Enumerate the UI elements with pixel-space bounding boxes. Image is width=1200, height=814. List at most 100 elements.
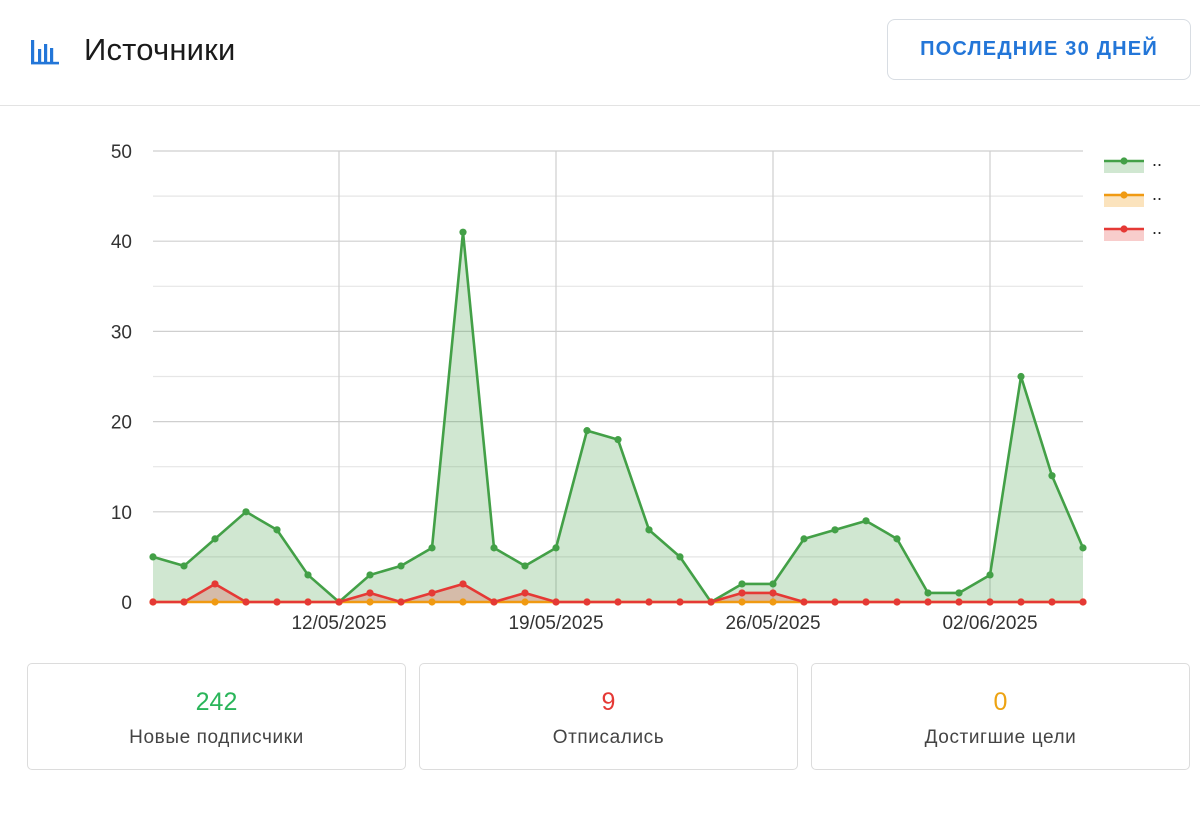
data-point bbox=[676, 598, 684, 606]
data-point bbox=[211, 598, 219, 606]
data-point bbox=[738, 598, 746, 606]
legend-label: .. bbox=[1152, 150, 1162, 170]
data-point bbox=[831, 526, 839, 534]
stat-card-unsubscribed: 9 Отписались bbox=[419, 663, 798, 770]
new-subscribers-value: 242 bbox=[195, 688, 238, 716]
x-tick-label: 12/05/2025 bbox=[291, 613, 386, 634]
data-point bbox=[428, 544, 436, 552]
y-tick-label: 10 bbox=[111, 503, 132, 524]
data-point bbox=[180, 598, 188, 606]
panel-header: Источники Последние 30 дней bbox=[0, 0, 1200, 106]
data-point bbox=[490, 544, 498, 552]
data-point bbox=[893, 535, 901, 543]
legend-swatch bbox=[1104, 229, 1144, 241]
data-point bbox=[366, 598, 374, 606]
stat-card-goals-reached: 0 Достигшие цели bbox=[811, 663, 1190, 770]
new-subscribers-label: Новые подписчики bbox=[129, 727, 304, 748]
data-point bbox=[955, 598, 963, 606]
legend-marker bbox=[1120, 191, 1128, 199]
unsubscribed-label: Отписались bbox=[552, 727, 665, 748]
y-tick-label: 50 bbox=[111, 142, 132, 163]
data-point bbox=[211, 580, 219, 588]
data-point bbox=[862, 598, 870, 606]
bar-chart-icon bbox=[31, 40, 59, 65]
data-point bbox=[1017, 598, 1025, 606]
data-point bbox=[769, 580, 777, 588]
legend-swatch bbox=[1104, 161, 1144, 173]
data-point bbox=[428, 598, 436, 606]
data-point bbox=[676, 553, 684, 561]
y-tick-label: 20 bbox=[111, 413, 132, 434]
data-point bbox=[769, 589, 777, 597]
unsubscribed-value: 9 bbox=[601, 688, 616, 716]
data-point bbox=[397, 562, 405, 570]
data-point bbox=[521, 562, 529, 570]
goals-reached-label: Достигшие цели bbox=[924, 727, 1077, 748]
data-point bbox=[583, 427, 591, 435]
legend-label: .. bbox=[1152, 184, 1162, 204]
data-point bbox=[955, 589, 963, 597]
data-point bbox=[149, 598, 157, 606]
line-chart: 0 10 20 30 40 50 12/05/2025 19/05/2025 26/05/202… bbox=[111, 142, 1162, 634]
data-point bbox=[180, 562, 188, 570]
y-tick-label: 30 bbox=[111, 322, 132, 343]
data-point bbox=[924, 589, 932, 597]
data-point bbox=[1079, 544, 1087, 552]
data-point bbox=[366, 589, 374, 597]
data-point bbox=[366, 571, 374, 579]
data-point bbox=[459, 580, 467, 588]
legend-marker bbox=[1120, 157, 1128, 165]
legend-label: .. bbox=[1152, 218, 1162, 238]
data-point bbox=[1079, 598, 1087, 606]
x-tick-label: 02/06/2025 bbox=[942, 613, 1037, 634]
data-point bbox=[273, 598, 281, 606]
page-title: Источники bbox=[84, 32, 236, 67]
data-point bbox=[490, 598, 498, 606]
data-point bbox=[304, 598, 312, 606]
data-point bbox=[428, 589, 436, 597]
x-tick-label: 19/05/2025 bbox=[508, 613, 603, 634]
data-point bbox=[521, 589, 529, 597]
data-point bbox=[552, 544, 560, 552]
data-point bbox=[1048, 598, 1056, 606]
y-tick-label: 40 bbox=[111, 232, 132, 253]
sources-chart: 0 10 20 30 40 50 12/05/2025 19/05/2025 26/05/202… bbox=[0, 106, 1200, 652]
data-point bbox=[986, 598, 994, 606]
goals-reached-value: 0 bbox=[993, 688, 1008, 716]
x-tick-label: 26/05/2025 bbox=[725, 613, 820, 634]
data-point bbox=[614, 436, 622, 444]
data-point bbox=[242, 508, 250, 516]
data-point bbox=[1017, 372, 1025, 381]
data-point bbox=[862, 517, 870, 525]
data-point bbox=[738, 580, 746, 588]
data-point bbox=[800, 598, 808, 606]
data-point bbox=[986, 571, 994, 579]
data-point bbox=[459, 598, 467, 606]
data-point bbox=[397, 598, 405, 606]
data-point bbox=[893, 598, 901, 606]
data-point bbox=[800, 535, 808, 543]
data-point bbox=[614, 598, 622, 606]
legend-swatch bbox=[1104, 195, 1144, 207]
data-point bbox=[769, 598, 777, 606]
series-area bbox=[153, 232, 1083, 602]
data-point bbox=[304, 571, 312, 579]
data-point bbox=[335, 598, 343, 606]
data-point bbox=[924, 598, 932, 606]
data-point bbox=[211, 535, 219, 543]
data-point bbox=[645, 526, 653, 534]
data-point bbox=[242, 598, 250, 606]
period-selector-button[interactable]: Последние 30 дней bbox=[887, 19, 1191, 80]
data-point bbox=[149, 553, 157, 561]
data-point bbox=[273, 526, 281, 534]
data-point bbox=[707, 598, 715, 606]
stat-card-new-subscribers: 242 Новые подписчики bbox=[27, 663, 406, 770]
data-point bbox=[521, 598, 529, 606]
data-point bbox=[459, 228, 467, 236]
data-point bbox=[583, 598, 591, 606]
data-point bbox=[738, 589, 746, 597]
legend-marker bbox=[1120, 225, 1128, 233]
data-point bbox=[552, 598, 560, 606]
data-point bbox=[645, 598, 653, 606]
data-point bbox=[1048, 472, 1056, 480]
